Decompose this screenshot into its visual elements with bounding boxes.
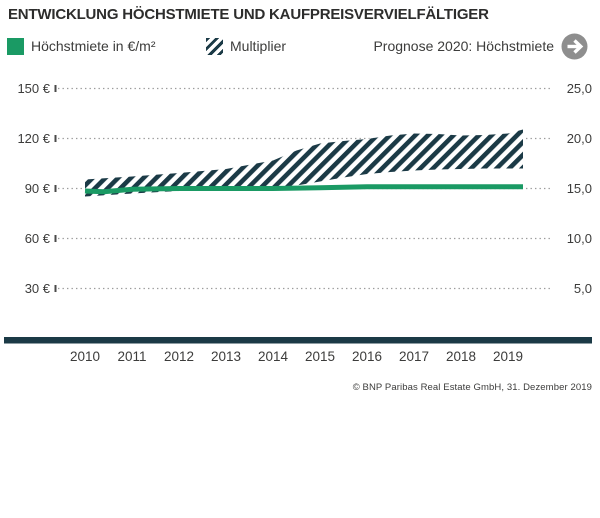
multiplier-band-series [85, 129, 523, 197]
legend-item-multiplier: Multiplier [206, 36, 286, 56]
y-axis-left-label: 60 € [24, 230, 50, 246]
y-axis-right-label: 20,0 [566, 130, 592, 146]
hoechstmiete-line-series [84, 184, 523, 195]
x-axis-year-label: 2013 [210, 349, 242, 364]
legend: Höchstmiete in €/m² Multiplier Prognose … [0, 33, 600, 62]
green-swatch-icon [7, 37, 24, 55]
legend-item-hoechstmiete: Höchstmiete in €/m² [7, 36, 155, 56]
y-axis-left-label: 30 € [24, 280, 50, 296]
y-axis-right-label: 25,0 [566, 80, 592, 96]
prognose-label: Prognose 2020: Höchstmiete [373, 38, 554, 54]
x-axis-year-label: 2010 [69, 349, 101, 364]
x-axis-year-label: 2011 [117, 349, 147, 364]
y-axis-right-label: 5,0 [573, 280, 592, 296]
legend-label-hoechstmiete: Höchstmiete in €/m² [31, 38, 156, 54]
x-axis-year-label: 2019 [492, 349, 524, 364]
x-axis-year-label: 2016 [351, 349, 383, 364]
legend-label-multiplier: Multiplier [230, 38, 287, 54]
y-axis-right-label: 10,0 [566, 230, 592, 246]
arrow-right-circle-icon [561, 33, 588, 60]
x-axis-year-label: 2015 [304, 349, 336, 364]
x-axis-year-label: 2012 [163, 349, 195, 364]
y-axis-left-label: 90 € [24, 180, 50, 196]
chart-area: 150 € 120 € 90 € 60 € 30 € 25,0 20,0 15,0 10,0 5,… [4, 80, 592, 364]
x-axis-year-label: 2017 [398, 349, 430, 364]
source-note: © BNP Paribas Real Estate GmbH, 31. Deze… [352, 382, 592, 393]
hatch-swatch-icon [206, 37, 223, 55]
y-axis-right-label: 15,0 [566, 180, 592, 196]
x-axis-year-label: 2018 [445, 349, 477, 364]
chart-title: ENTWICKLUNG HÖCHSTMIETE UND KAUFPREISVER… [8, 6, 489, 23]
prognose-arrow-button[interactable] [561, 33, 588, 60]
y-axis-left-label: 120 € [17, 130, 50, 146]
plot-canvas [4, 85, 592, 344]
x-axis-year-label: 2014 [257, 349, 289, 364]
x-axis-bar [4, 337, 592, 344]
y-axis-left-label: 150 € [17, 80, 50, 96]
